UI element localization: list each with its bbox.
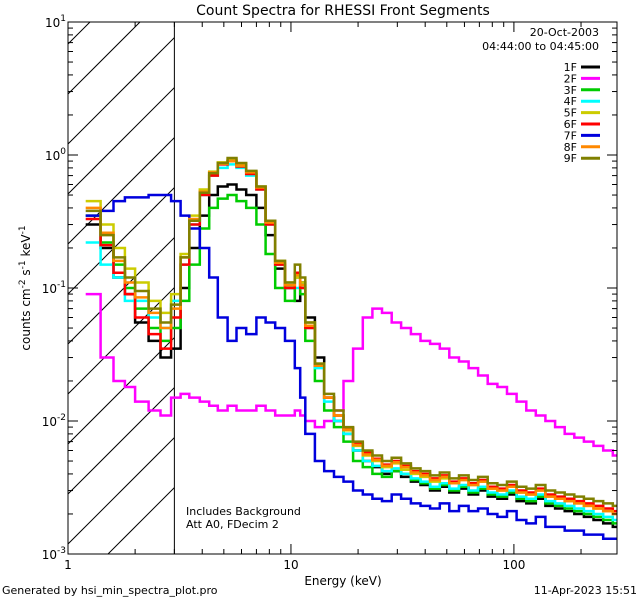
hatch-line bbox=[68, 137, 175, 245]
series-line-9f bbox=[85, 156, 617, 508]
series-line-8f bbox=[85, 159, 617, 516]
legend-label-8f: 8F bbox=[564, 141, 577, 154]
hatch-line bbox=[68, 37, 175, 145]
legend-label-9f: 9F bbox=[564, 152, 577, 165]
y-tick-label: 101 bbox=[45, 14, 66, 30]
date-label: 20-Oct-2003 bbox=[530, 26, 599, 39]
y-axis-label-sup1: -2 bbox=[18, 279, 28, 288]
hatch-line bbox=[68, 287, 175, 395]
x-tick-label: 1 bbox=[64, 558, 72, 572]
y-tick-label-base: 10 bbox=[45, 149, 60, 163]
annotation-background: Includes Background bbox=[186, 505, 301, 518]
time-range-label: 04:44:00 to 04:45:00 bbox=[482, 40, 599, 53]
footer-timestamp: 11-Apr-2023 15:51 bbox=[534, 584, 637, 597]
legend-label-1f: 1F bbox=[564, 61, 577, 74]
series-line-4f bbox=[85, 163, 617, 522]
y-tick-label: 100 bbox=[45, 147, 66, 163]
hatch-line bbox=[107, 487, 175, 554]
hatch-line bbox=[68, 237, 175, 345]
y-tick-label-exponent: 0 bbox=[60, 147, 66, 157]
hatch-line bbox=[68, 387, 175, 495]
y-tick-label-base: 10 bbox=[42, 282, 57, 296]
y-tick-label-exponent: 1 bbox=[60, 14, 66, 24]
footer-generated-by: Generated by hsi_min_spectra_plot.pro bbox=[2, 584, 218, 597]
y-axis-label-sup2: -1 bbox=[18, 260, 28, 269]
legend-label-3f: 3F bbox=[564, 84, 577, 97]
y-tick-label-exponent: -1 bbox=[57, 280, 66, 290]
y-tick-label-exponent: -3 bbox=[57, 546, 66, 556]
series-line-2f bbox=[85, 292, 617, 457]
hatched-region bbox=[68, 22, 175, 554]
series-line-6f bbox=[85, 159, 617, 513]
y-axis-label: counts cm-2 s-1 keV-1 bbox=[18, 225, 33, 350]
legend-label-4f: 4F bbox=[564, 95, 577, 108]
y-tick-label: 10-3 bbox=[42, 546, 66, 562]
y-tick-label-exponent: -2 bbox=[57, 413, 66, 423]
y-axis-label-main: counts cm bbox=[19, 288, 33, 350]
y-tick-label: 10-1 bbox=[42, 280, 66, 296]
x-tick-label: 10 bbox=[283, 558, 298, 572]
y-tick-label-base: 10 bbox=[45, 16, 60, 30]
legend-label-5f: 5F bbox=[564, 107, 577, 120]
data-series bbox=[85, 156, 617, 541]
hatch-line bbox=[68, 187, 175, 295]
hatch-line bbox=[68, 87, 175, 195]
series-line-3f bbox=[85, 193, 617, 525]
annotation-attenuator: Att A0, FDecim 2 bbox=[186, 518, 279, 531]
chart-title: Count Spectra for RHESSI Front Segments bbox=[196, 3, 490, 19]
legend-label-6f: 6F bbox=[564, 118, 577, 131]
legend-label-2f: 2F bbox=[564, 72, 577, 85]
x-axis-label: Energy (keV) bbox=[304, 574, 381, 588]
x-tick-label: 100 bbox=[502, 558, 525, 572]
y-tick-label-base: 10 bbox=[42, 548, 57, 562]
legend-label-7f: 7F bbox=[564, 129, 577, 142]
hatch-line bbox=[68, 337, 175, 445]
y-axis-label-s: s bbox=[19, 269, 33, 279]
y-tick-label-base: 10 bbox=[42, 415, 57, 429]
plot-frame bbox=[67, 21, 618, 555]
hatch-line bbox=[68, 22, 91, 45]
y-tick-label: 10-2 bbox=[42, 413, 66, 429]
hatch-line bbox=[68, 22, 141, 95]
x-axis-ticks: 1 10 100 bbox=[64, 22, 582, 572]
series-line-7f bbox=[85, 193, 617, 541]
y-axis-label-sup3: -1 bbox=[18, 225, 28, 234]
y-axis-label-kev: keV bbox=[19, 234, 33, 261]
hatch-line bbox=[68, 437, 175, 545]
